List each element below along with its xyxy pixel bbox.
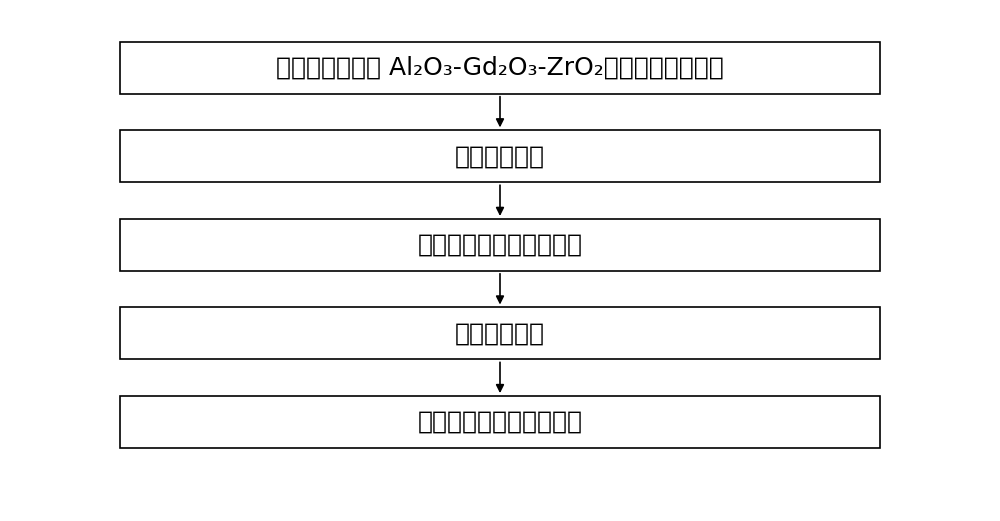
Text: 建立试件模型: 建立试件模型 [455,144,545,168]
FancyBboxPatch shape [120,396,880,448]
FancyBboxPatch shape [120,130,880,182]
Text: 制备共晶组分的 Al₂O₃-Gd₂O₃-ZrO₂球形混合粉末材料: 制备共晶组分的 Al₂O₃-Gd₂O₃-ZrO₂球形混合粉末材料 [276,56,724,80]
Text: 进行选择性激光熔化试验: 进行选择性激光熔化试验 [418,410,582,434]
FancyBboxPatch shape [120,42,880,94]
FancyBboxPatch shape [120,219,880,271]
Text: 设置扫描参数: 设置扫描参数 [455,321,545,345]
FancyBboxPatch shape [120,307,880,359]
Text: 确定各切片激光扫描路径: 确定各切片激光扫描路径 [418,233,582,257]
